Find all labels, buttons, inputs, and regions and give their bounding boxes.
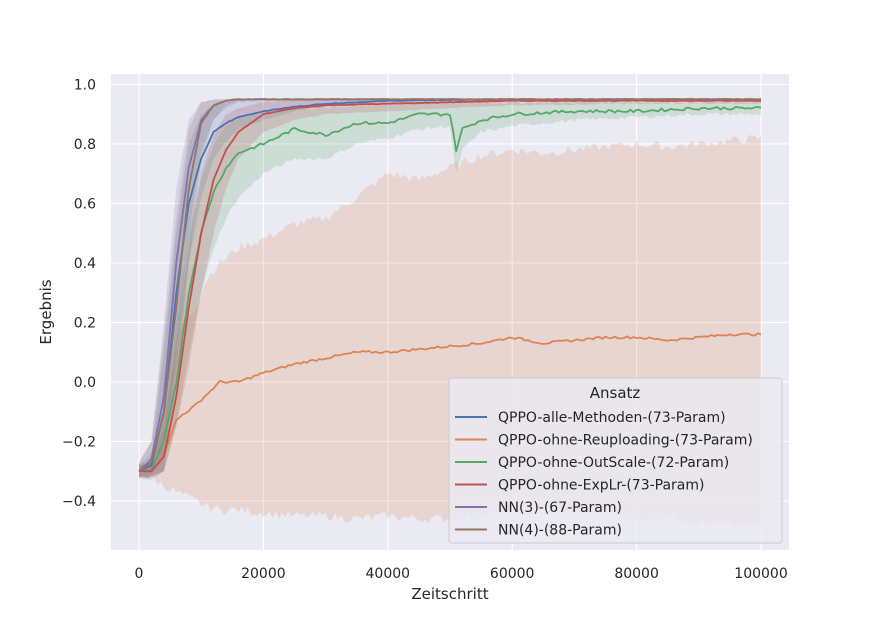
series-line [138, 332, 762, 474]
y-tick-label: 0.0 [74, 375, 96, 391]
x-tick-label: 60000 [490, 566, 535, 582]
y-axis-label: Ergebnis [37, 279, 55, 344]
y-tick-label: −0.2 [62, 434, 96, 450]
legend-entry: QPPO-alle-Methoden-(73-Param) [498, 410, 726, 426]
series-line [138, 98, 762, 472]
confidence-band [139, 98, 761, 478]
legend-items: QPPO-alle-Methoden-(73-Param) QPPO-ohne-R… [455, 410, 753, 539]
y-tick-label: 0.8 [74, 137, 96, 153]
confidence-band [139, 98, 761, 480]
y-tick-label: 0.4 [74, 256, 96, 272]
y-tick-label: 0.2 [74, 315, 96, 331]
legend-entry: QPPO-ohne-Reuploading-(73-Param) [498, 433, 753, 449]
x-tick-label: 20000 [241, 566, 286, 582]
legend-entry: NN(4)-(88-Param) [498, 523, 622, 539]
x-tick-label: 0 [135, 566, 144, 582]
legend-box [448, 377, 783, 544]
legend-entry: QPPO-ohne-ExpLr-(73-Param) [498, 478, 705, 494]
legend-entry: NN(3)-(67-Param) [498, 500, 622, 516]
series-line [138, 105, 762, 473]
legend-title: Ansatz [590, 384, 641, 402]
y-tick-label: −0.4 [62, 494, 96, 510]
legend: Ansatz QPPO-alle-Methoden-(73-Param)QPPO… [448, 377, 783, 544]
legend-entry: QPPO-ohne-OutScale-(72-Param) [498, 455, 729, 471]
x-axis-label: Zeitschritt [411, 585, 488, 603]
x-tick-label: 100000 [734, 566, 787, 582]
y-tick-label: 0.6 [74, 196, 96, 212]
y-tick-label: 1.0 [74, 77, 96, 93]
x-tick-label: 40000 [366, 566, 411, 582]
y-axis-ticks: −0.4 −0.2 0.0 0.2 0.4 0.6 0.8 1.0 [62, 77, 96, 510]
x-tick-label: 80000 [614, 566, 659, 582]
x-axis-ticks: 0 20000 40000 60000 80000 100000 [135, 566, 788, 582]
series-line [138, 99, 762, 473]
confidence-band [139, 98, 761, 478]
series-lines [138, 98, 762, 474]
